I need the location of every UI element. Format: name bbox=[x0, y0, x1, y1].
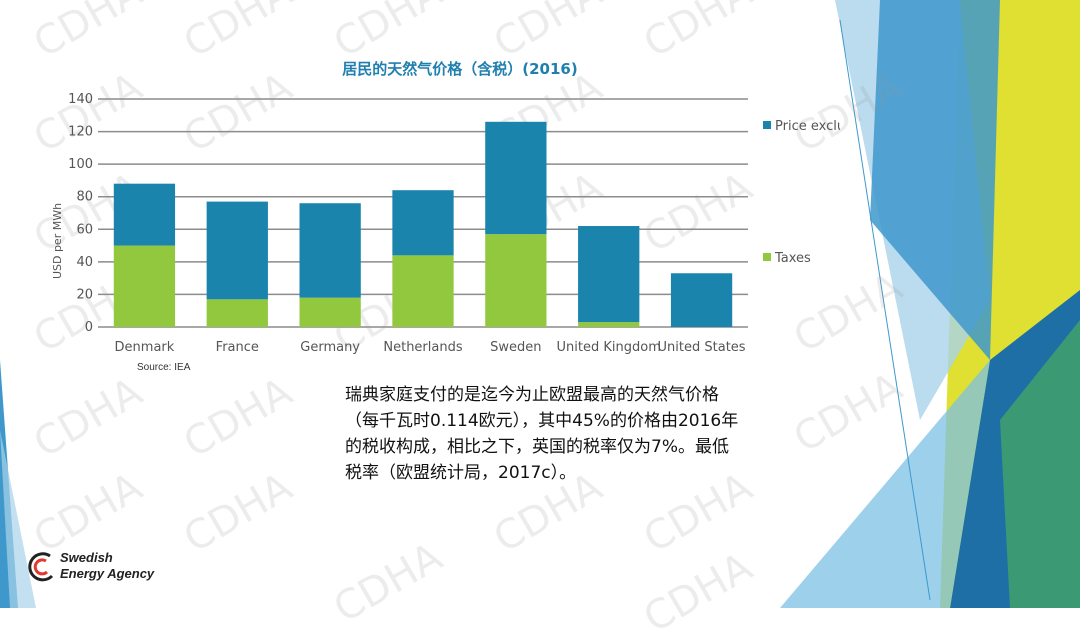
bar-price-excluding-taxes bbox=[670, 273, 733, 327]
bar-price-excluding-taxes bbox=[392, 190, 454, 256]
bar-taxes bbox=[206, 299, 268, 327]
bar-taxes bbox=[392, 255, 454, 327]
bar-price-excluding-taxes bbox=[578, 226, 640, 323]
legend-label-price: Price excluding taxes bbox=[775, 119, 840, 134]
chart-source: Source: IEA bbox=[137, 362, 191, 373]
y-tick-label: 20 bbox=[76, 287, 93, 302]
y-tick-label: 100 bbox=[68, 157, 93, 172]
logo-text: Swedish Energy Agency bbox=[60, 550, 170, 582]
y-tick-label: 0 bbox=[85, 320, 93, 335]
y-axis-ticks: 0 20 40 60 80 100 120 140 bbox=[68, 92, 93, 335]
x-axis-ticks: Denmark France Germany Netherlands Sweden Uni… bbox=[115, 340, 746, 355]
deco-green-shard bbox=[1000, 320, 1080, 608]
body-paragraph: 瑞典家庭支付的是迄今为止欧盟最高的天然气价格（每千瓦时0.114欧元），其中45… bbox=[345, 385, 739, 483]
bar-price-excluding-taxes bbox=[206, 201, 268, 300]
legend-swatch-taxes bbox=[763, 253, 771, 261]
bar-price-excluding-taxes bbox=[485, 121, 547, 235]
bar-taxes bbox=[485, 234, 547, 327]
bars bbox=[113, 121, 733, 327]
legend-swatch-price bbox=[763, 121, 771, 129]
stacked-bar-chart: 居民的天然气价格（含税）(2016) 0 20 40 60 80 100 120 140 US… bbox=[51, 60, 840, 355]
bar-price-excluding-taxes bbox=[299, 203, 361, 298]
y-tick-label: 120 bbox=[68, 125, 93, 140]
y-tick-label: 140 bbox=[68, 92, 93, 107]
x-tick-label: Denmark bbox=[115, 340, 175, 355]
bar-price-excluding-taxes bbox=[113, 183, 176, 246]
deco-mid-blue-shard bbox=[870, 0, 1000, 360]
bar-taxes bbox=[113, 245, 176, 327]
y-tick-label: 60 bbox=[76, 222, 93, 237]
y-axis-label: USD per MWh bbox=[51, 203, 64, 279]
bar-taxes bbox=[578, 322, 640, 327]
deco-light-blue-lower bbox=[780, 360, 990, 608]
logo-name-line2: Energy Agency bbox=[60, 566, 155, 581]
bar-taxes bbox=[299, 297, 361, 327]
deco-thin-line bbox=[839, 19, 931, 601]
chart-title: 居民的天然气价格（含税）(2016) bbox=[342, 60, 577, 78]
swedish-energy-agency-logo-icon bbox=[28, 552, 54, 582]
x-tick-label: Sweden bbox=[490, 340, 541, 355]
logo-name-line1: Swedish bbox=[60, 550, 113, 565]
logo: Swedish Energy Agency bbox=[24, 548, 164, 592]
x-tick-label: United States bbox=[658, 340, 746, 355]
x-tick-label: France bbox=[216, 340, 259, 355]
legend-label-taxes: Taxes bbox=[774, 251, 811, 266]
legend: Price excluding taxes Taxes bbox=[763, 119, 840, 266]
x-tick-label: United Kingdom bbox=[557, 340, 661, 355]
x-tick-label: Netherlands bbox=[383, 340, 462, 355]
x-tick-label: Germany bbox=[300, 340, 360, 355]
background-decoration bbox=[0, 0, 1080, 608]
y-tick-label: 80 bbox=[76, 190, 93, 205]
deco-left-light-shard bbox=[0, 430, 36, 608]
y-tick-label: 40 bbox=[76, 255, 93, 270]
